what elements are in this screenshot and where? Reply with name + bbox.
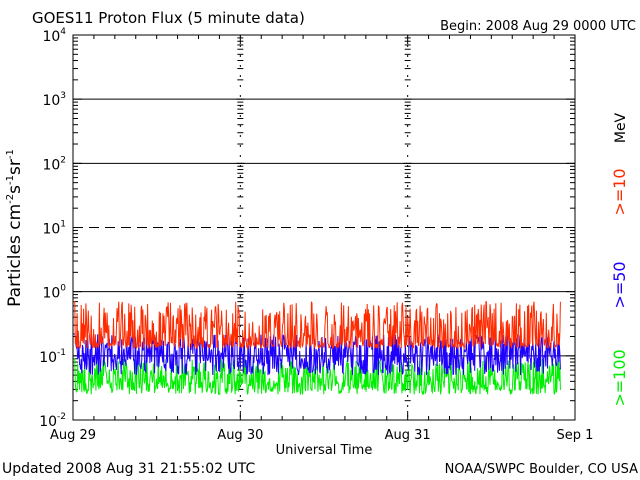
chart-title: GOES11 Proton Flux (5 minute data) [32, 9, 305, 27]
y-tick-labels: 10-2 10-1 100 101 102 103 104 [39, 27, 66, 430]
legend-ge100: >=100 [610, 349, 629, 406]
series-line-0 [73, 301, 561, 351]
series-layer [73, 301, 561, 396]
credit-label: NOAA/SWPC Boulder, CO USA [445, 462, 638, 477]
begin-label: Begin: 2008 Aug 29 0000 UTC [440, 19, 636, 34]
x-axis-label: Universal Time [276, 443, 373, 458]
y-tick-label-5: 103 [42, 91, 66, 109]
x-tick-label-2: Aug 31 [385, 428, 431, 443]
updated-timestamp: Updated 2008 Aug 31 21:55:02 UTC [2, 461, 255, 477]
legend-ge10: >=10 [610, 168, 629, 215]
legend-ge50: >=50 [610, 261, 629, 308]
y-tick-label-6: 104 [42, 27, 66, 45]
plot-frame [72, 34, 576, 421]
unit-label-mev: MeV [613, 112, 629, 143]
x-tick-label-3: Sep 1 [557, 428, 594, 443]
x-tick-label-1: Aug 30 [217, 428, 263, 443]
y-axis-label: Particles cm-2s-1sr-1 [5, 149, 25, 307]
x-tick-label-0: Aug 29 [50, 428, 96, 443]
y-tick-label-2: 100 [42, 284, 66, 302]
y-tick-label-4: 102 [42, 155, 66, 173]
y-tick-label-1: 10-1 [39, 348, 66, 366]
y-tick-label-0: 10-2 [39, 412, 66, 430]
y-tick-label-3: 101 [42, 220, 66, 238]
series-line-1 [73, 333, 561, 376]
x-tick-labels: Aug 29 Aug 30 Aug 31 Sep 1 [50, 428, 593, 443]
